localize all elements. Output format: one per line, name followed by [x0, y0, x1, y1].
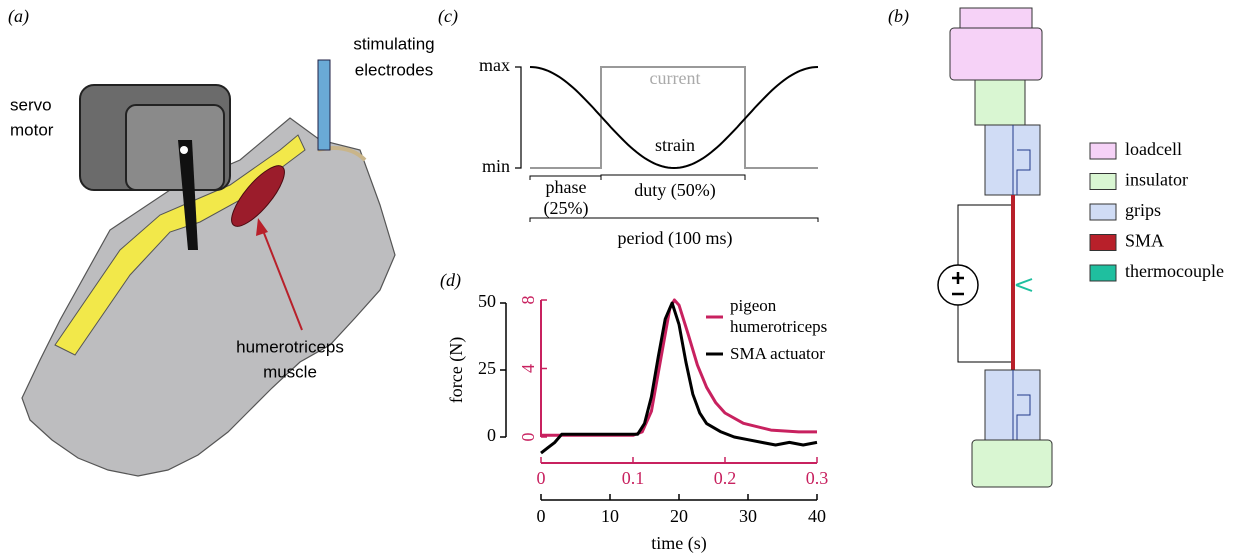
- power-sign: [952, 272, 964, 296]
- servo-arm: [178, 140, 198, 250]
- y-axis-label: force (N): [446, 337, 467, 403]
- electrode: [317, 59, 331, 151]
- grip-detail: [1012, 125, 1031, 195]
- legend-label: SMA: [1125, 231, 1164, 251]
- annotation: electrodes: [355, 60, 433, 79]
- bracket-label: phase: [546, 177, 587, 197]
- muscle-arrow-head: [256, 218, 268, 236]
- thermocouple: [1015, 278, 1033, 292]
- y2-tick-label: 4: [518, 364, 538, 373]
- y-tick-label: 0: [487, 425, 496, 445]
- level-label: min: [482, 156, 510, 176]
- servo-motor-front: [125, 104, 225, 191]
- annotation: motor: [10, 120, 54, 139]
- wave-label: strain: [655, 135, 695, 155]
- duty-bracket: [600, 174, 746, 180]
- x-tick-label: 30: [739, 506, 757, 526]
- y2-tick-label: 0: [518, 433, 538, 442]
- legend-swatch: [1089, 264, 1117, 282]
- x-tick-label: 20: [670, 506, 688, 526]
- wing: [21, 117, 396, 477]
- period-bracket: [529, 217, 819, 222]
- legend-swatch: [1089, 142, 1117, 160]
- y-tick-label: 50: [478, 291, 496, 311]
- muscle-arrow: [261, 227, 303, 331]
- x-tick-label: 0: [537, 506, 546, 526]
- grip-detail: [1012, 370, 1031, 440]
- insulator: [971, 439, 1053, 488]
- legend-swatch: [1089, 203, 1117, 221]
- legend: loadcell insulator grips SMA thermocouple: [1089, 139, 1224, 282]
- annotation: servo: [10, 95, 52, 114]
- legend-label: SMA actuator: [730, 344, 825, 363]
- x-tick-label: 10: [601, 506, 619, 526]
- bracket-label: (25%): [544, 198, 589, 219]
- series-line: [541, 298, 817, 437]
- power-source: [937, 264, 979, 306]
- panel-label: (b): [888, 6, 909, 27]
- panel-label: (a): [8, 6, 29, 27]
- circuit-wire: [957, 204, 1013, 363]
- x2-tick-label: 0.2: [714, 468, 737, 488]
- bone: [54, 134, 306, 356]
- level-label: max: [479, 55, 510, 75]
- legend-label: grips: [1125, 200, 1161, 220]
- annotation: humerotriceps: [236, 337, 344, 356]
- x-axis-label: time (s): [651, 533, 707, 554]
- bracket-label: duty (50%): [634, 180, 715, 201]
- insulator: [974, 79, 1026, 126]
- muscle: [231, 165, 285, 227]
- legend-swatch: [1089, 173, 1117, 190]
- panel-label: (d): [440, 270, 461, 291]
- annotation: stimulating: [353, 34, 434, 53]
- annotation: muscle: [263, 362, 317, 381]
- x2-tick-label: 0.3: [806, 468, 829, 488]
- legend-label: thermocouple: [1125, 261, 1224, 281]
- x2-tick-label: 0.1: [622, 468, 645, 488]
- x2-tick-label: 0: [537, 468, 546, 488]
- legend-label: pigeon humerotriceps: [730, 296, 828, 336]
- level-axis: [515, 66, 522, 169]
- strain-wave: [529, 66, 819, 170]
- servo-pin: [180, 146, 188, 154]
- wave-label: current: [650, 68, 701, 88]
- legend-label: loadcell: [1125, 139, 1182, 159]
- y-tick-label: 25: [478, 358, 496, 378]
- legend-swatch: [1089, 234, 1117, 251]
- bracket-label: period (100 ms): [618, 228, 733, 249]
- x-tick-label: 40: [808, 506, 826, 526]
- series-line: [540, 301, 818, 455]
- chart: 0 25 50 0 4 8 0 0.1 0.2 0.3 0 10 20 30 40 time (s) force…: [446, 291, 828, 554]
- loadcell: [949, 27, 1043, 81]
- panel-label: (c): [438, 6, 458, 27]
- y2-tick-label: 8: [518, 296, 538, 305]
- legend-label: insulator: [1125, 170, 1188, 190]
- current-wave: [530, 66, 818, 169]
- loadcell: [959, 7, 1033, 29]
